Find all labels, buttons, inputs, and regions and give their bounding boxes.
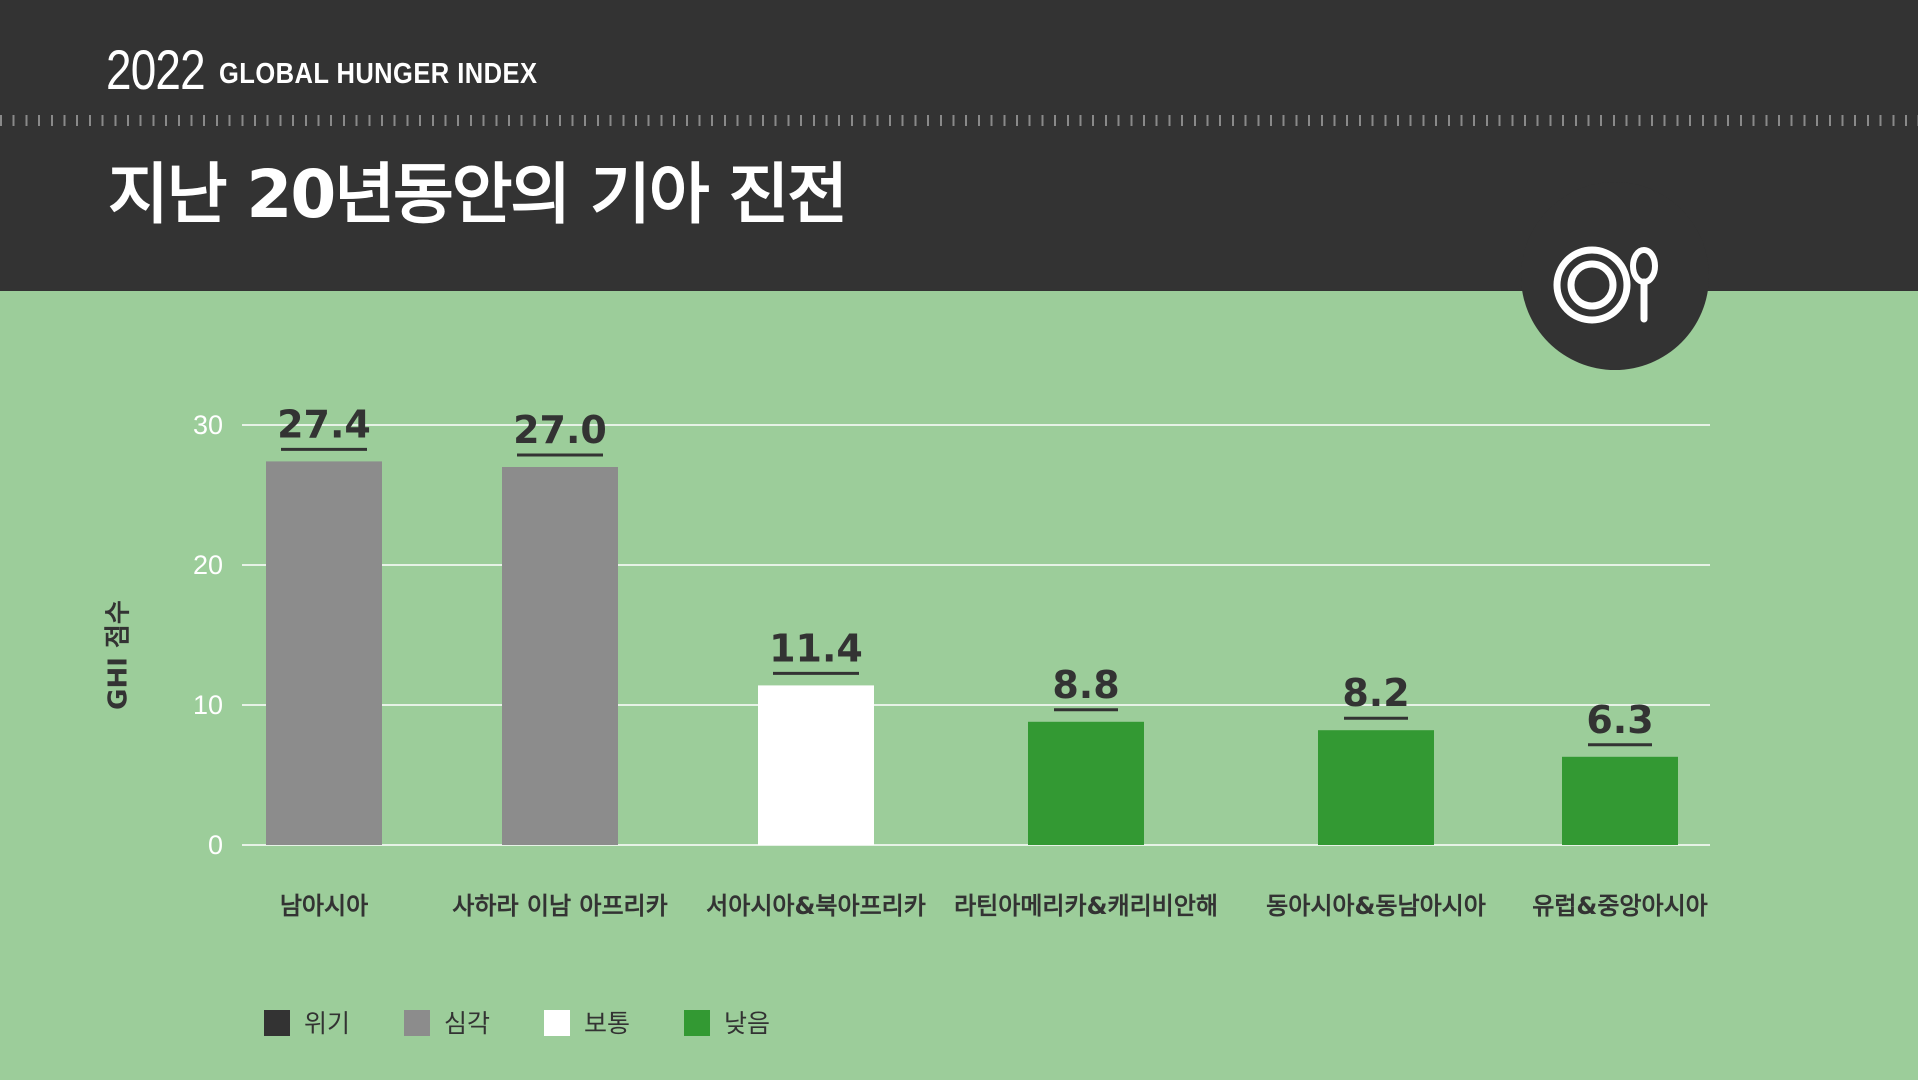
legend-swatch-moderate bbox=[544, 1010, 571, 1036]
bar-2 bbox=[502, 467, 618, 845]
data-label-3: 11.4 bbox=[769, 626, 863, 670]
legend-label-serious: 심각 bbox=[444, 1008, 491, 1038]
page-title: 지난 20년동안의 기아 진전 bbox=[108, 156, 848, 233]
category-label-1: 남아시아 bbox=[280, 892, 368, 920]
plate-badge bbox=[1521, 182, 1709, 370]
legend-label-alarming: 위기 bbox=[304, 1008, 351, 1038]
legend-item-moderate: 보통 bbox=[544, 1010, 630, 1036]
category-label-2: 사하라 이남 아프리카 bbox=[452, 892, 667, 920]
y-tick-label: 20 bbox=[193, 550, 223, 580]
legend-label-moderate: 보통 bbox=[584, 1008, 631, 1038]
y-tick-label: 30 bbox=[193, 410, 223, 440]
legend: 위기 심각 보통 낮음 bbox=[264, 1007, 824, 1039]
legend-item-alarming: 위기 bbox=[264, 1010, 350, 1036]
legend-label-low: 낮음 bbox=[724, 1008, 771, 1038]
category-label-4: 라틴아메리카&캐리비안해 bbox=[954, 892, 1218, 920]
legend-swatch-alarming bbox=[264, 1010, 290, 1036]
data-label-1: 27.4 bbox=[277, 402, 371, 446]
data-label-2: 27.0 bbox=[513, 408, 607, 452]
category-label-3: 서아시아&북아프리카 bbox=[706, 892, 926, 920]
category-label-6: 유럽&중앙아시아 bbox=[1532, 892, 1708, 920]
y-axis-label-text: GHI 점수 bbox=[103, 600, 134, 710]
ruler-divider bbox=[0, 115, 1918, 126]
data-label-5: 8.2 bbox=[1342, 671, 1409, 715]
report-name: GLOBAL HUNGER INDEX bbox=[219, 58, 538, 90]
legend-swatch-low bbox=[684, 1010, 711, 1036]
legend-swatch-serious bbox=[404, 1010, 431, 1036]
category-label-5: 동아시아&동남아시아 bbox=[1266, 892, 1486, 920]
legend-item-low: 낮음 bbox=[684, 1010, 770, 1036]
bar-5 bbox=[1318, 730, 1434, 845]
y-tick-label: 0 bbox=[208, 830, 223, 860]
bar-3 bbox=[758, 685, 874, 845]
report-year: 2022 bbox=[106, 38, 206, 101]
data-label-6: 6.3 bbox=[1586, 698, 1653, 742]
header-band: 2022 GLOBAL HUNGER INDEX 지난 20년동안의 기아 진전 bbox=[0, 0, 1918, 291]
bar-1 bbox=[266, 461, 382, 845]
bar-6 bbox=[1562, 756, 1678, 845]
legend-item-serious: 심각 bbox=[404, 1010, 490, 1036]
plate-spoon-icon bbox=[1553, 246, 1658, 324]
bar-4 bbox=[1028, 721, 1144, 845]
y-tick-label: 10 bbox=[193, 690, 223, 720]
data-label-4: 8.8 bbox=[1052, 663, 1119, 707]
